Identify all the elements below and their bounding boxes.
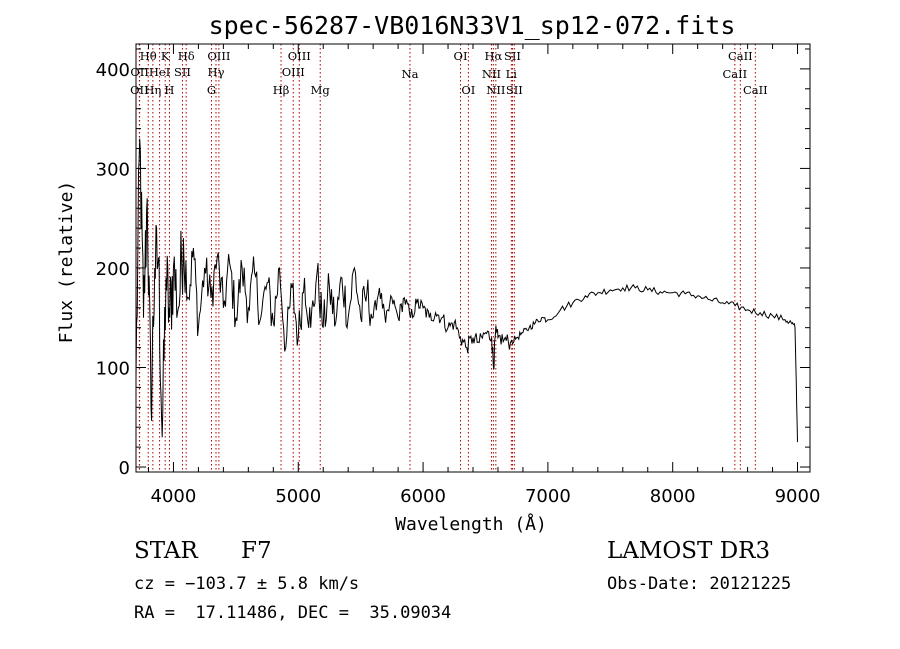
x-tick-label: 7000 — [525, 486, 571, 507]
y-tick-label: 400 — [96, 60, 130, 81]
y-tick-label: 100 — [96, 358, 130, 379]
line-marker-label: Mg — [311, 83, 331, 97]
y-axis-label: Flux (relative) — [56, 181, 77, 344]
spectrum-line — [135, 138, 798, 443]
line-marker-label: OI — [454, 49, 468, 63]
line-marker-label: CaII — [722, 67, 747, 81]
x-tick-label: 9000 — [775, 486, 821, 507]
line-marker-label: Li — [506, 67, 518, 81]
spectrum-series — [135, 138, 798, 443]
line-marker-label: CaII — [743, 83, 768, 97]
coordinates: RA = 17.11486, DEC = 35.09034 — [134, 603, 452, 623]
spectral-line-labels: OIIOIIHθHηHeIKHSIIHδGHγOIIIHβOIIIOIIIMgN… — [130, 49, 768, 97]
line-marker-label: Hη — [144, 83, 161, 97]
line-marker-label: K — [161, 49, 170, 63]
line-marker-label: G — [207, 83, 216, 97]
y-axis: 0 100 200 300 400 — [96, 48, 810, 479]
line-marker-label: OII — [130, 83, 149, 97]
plot-frame — [135, 43, 811, 473]
line-marker-label: H — [164, 83, 174, 97]
x-tick-label: 6000 — [400, 486, 446, 507]
line-marker-label: OII — [130, 65, 149, 79]
line-marker-label: OIII — [207, 49, 230, 63]
line-marker-label: HeI — [149, 65, 170, 79]
y-tick-label: 0 — [119, 458, 130, 479]
line-marker-label: OI — [461, 83, 475, 97]
line-marker-label: Hβ — [273, 83, 290, 97]
x-axis-label: Wavelength (Å) — [395, 513, 547, 535]
object-subclass: F7 — [241, 538, 272, 564]
chart-title: spec-56287-VB016N33V1_sp12-072.fits — [209, 11, 736, 40]
line-marker-label: Hθ — [140, 49, 157, 63]
line-marker-label: NII — [486, 83, 505, 97]
line-marker-label: Hδ — [178, 49, 195, 63]
line-marker-label: Na — [402, 67, 419, 81]
x-tick-label: 4000 — [151, 486, 197, 507]
survey-name: LAMOST DR3 — [607, 538, 771, 564]
line-marker-label: SII — [174, 65, 191, 79]
line-marker-label: Hα — [484, 49, 502, 63]
line-marker-label: OIII — [282, 65, 305, 79]
line-marker-label: SII — [504, 49, 521, 63]
y-tick-label: 300 — [96, 159, 130, 180]
y-tick-label: 200 — [96, 259, 130, 280]
x-axis: 4000 5000 6000 7000 8000 9000 — [147, 44, 821, 507]
object-class: STAR — [134, 538, 198, 564]
line-marker-label: OIII — [288, 49, 311, 63]
line-marker-label: NII — [482, 67, 501, 81]
line-marker-label: SII — [506, 83, 523, 97]
line-marker-label: CaII — [728, 49, 753, 63]
x-tick-label: 8000 — [650, 486, 696, 507]
x-tick-label: 5000 — [275, 486, 321, 507]
line-marker-label: Hγ — [208, 65, 225, 79]
spectral-line-markers — [138, 44, 756, 472]
obs-date: Obs-Date: 20121225 — [607, 574, 792, 594]
redshift-info: cz = −103.7 ± 5.8 km/s — [134, 574, 360, 594]
